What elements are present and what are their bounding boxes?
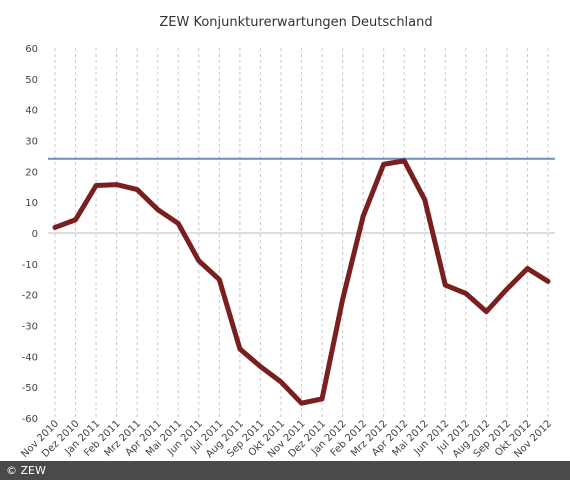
series-group <box>52 158 551 406</box>
copyright-footer: © ZEW <box>0 461 570 480</box>
y-tick-label: 30 <box>25 137 38 148</box>
y-axis: 60 50 40 30 20 10 0 -10 -20 -30 -40 -50 -60 <box>22 44 38 425</box>
copyright-text: © ZEW <box>6 464 46 477</box>
y-tick-label: -30 <box>22 322 38 333</box>
y-tick-label: 10 <box>25 198 38 209</box>
y-tick-label: 0 <box>32 229 38 240</box>
y-tick-label: 20 <box>25 167 38 178</box>
y-tick-label: 40 <box>25 106 38 117</box>
y-tick-label: -60 <box>22 414 38 425</box>
y-tick-label: -20 <box>22 291 38 302</box>
y-tick-label: 50 <box>25 75 38 86</box>
vertical-grid <box>48 48 555 418</box>
y-tick-label: -40 <box>22 352 38 363</box>
chart-title: ZEW Konjunkturerwartungen Deutschland <box>159 15 432 30</box>
y-tick-label: -10 <box>22 260 38 271</box>
y-tick-label: -50 <box>22 383 38 394</box>
y-tick-label: 60 <box>25 44 38 55</box>
